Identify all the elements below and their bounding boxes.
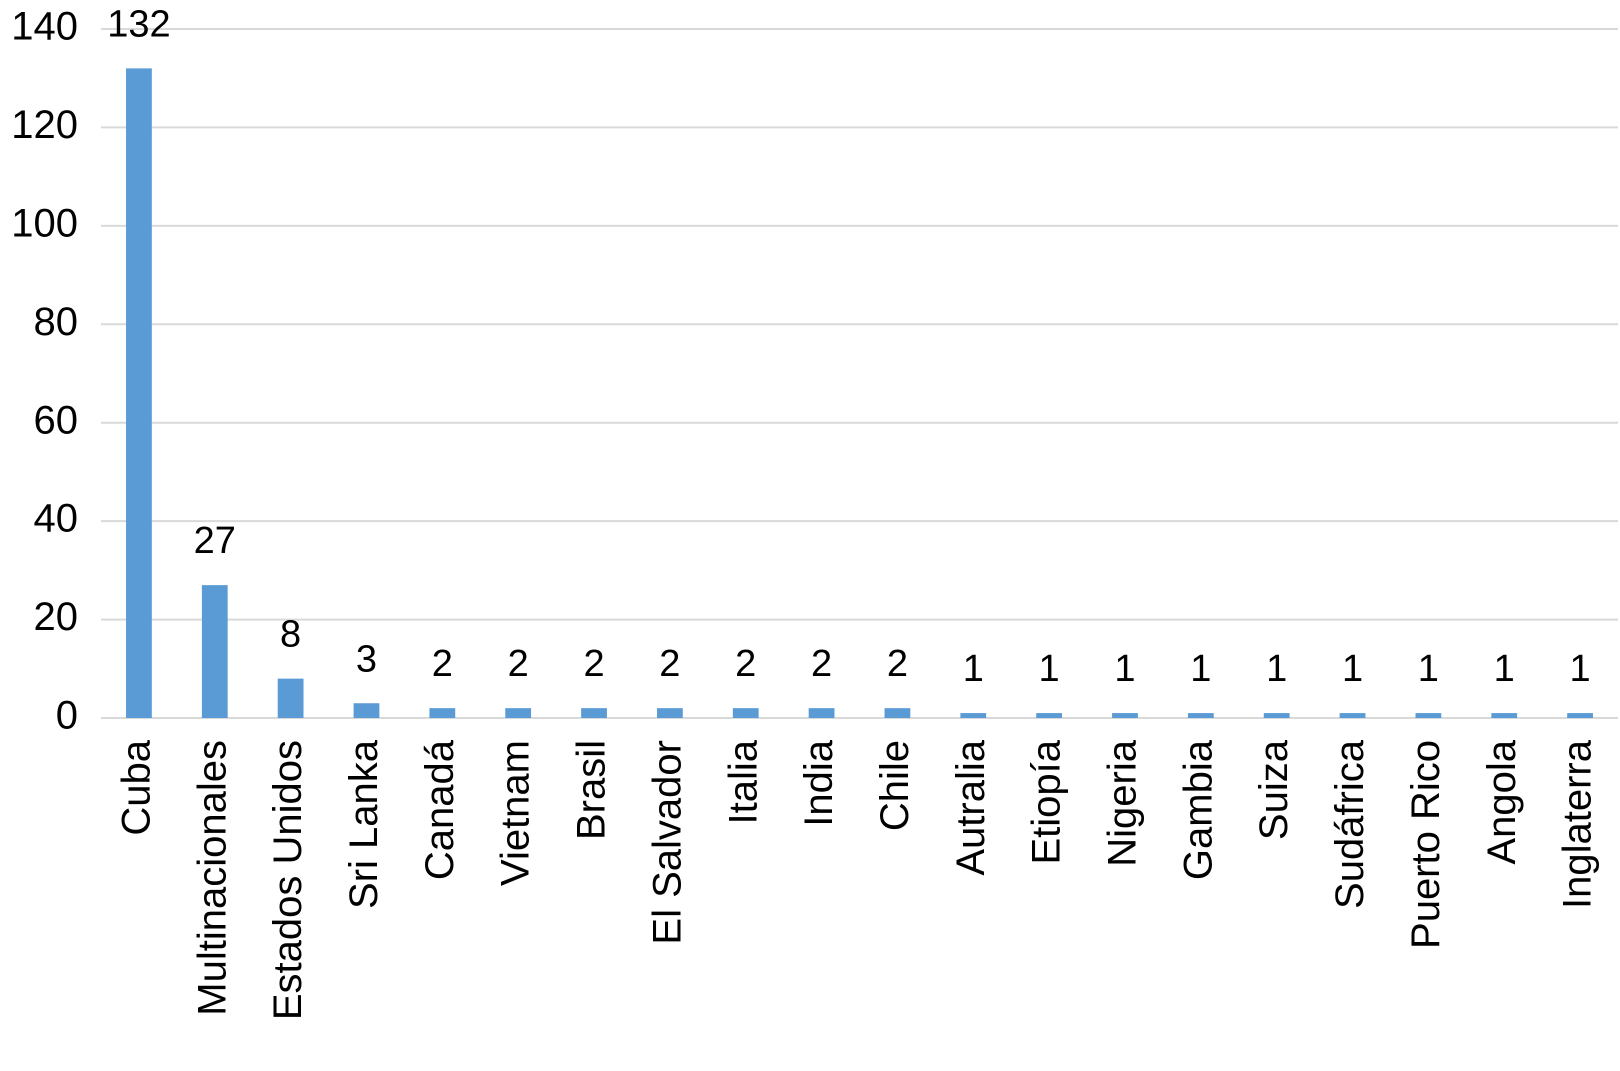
x-tick-label: Nigeria [1101, 739, 1145, 866]
x-tick-label: Chile [873, 740, 917, 831]
data-label: 1 [1114, 648, 1135, 690]
bar [1491, 713, 1518, 718]
data-label: 2 [735, 643, 756, 685]
y-tick-label: 60 [34, 398, 79, 442]
data-label: 2 [508, 643, 529, 685]
y-tick-label: 100 [11, 201, 78, 245]
bar [201, 585, 228, 718]
x-tick-label: El Salvador [645, 740, 689, 945]
data-label: 27 [194, 520, 236, 562]
data-label: 1 [1342, 648, 1363, 690]
y-tick-label: 80 [34, 300, 79, 344]
data-label: 1 [1570, 648, 1591, 690]
data-label: 132 [107, 3, 170, 45]
bar [808, 708, 835, 718]
x-tick-label: Italia [721, 739, 765, 824]
y-tick-label: 120 [11, 103, 78, 147]
y-tick-label: 0 [56, 694, 78, 738]
bar [429, 708, 456, 718]
x-tick-label: Gambia [1176, 739, 1220, 880]
x-tick-label: Brasil [570, 740, 614, 840]
x-tick-label: Puerto Rico [1404, 740, 1448, 949]
data-label: 1 [1190, 648, 1211, 690]
data-label: 2 [811, 643, 832, 685]
y-tick-label: 40 [34, 497, 79, 541]
data-label: 2 [659, 643, 680, 685]
x-tick-label: Sri Lanka [342, 739, 386, 909]
x-tick-label: India [797, 739, 841, 826]
x-tick-label: Autralia [949, 739, 993, 875]
x-tick-label: Inglaterra [1556, 739, 1600, 909]
x-tick-label: Angola [1480, 739, 1524, 864]
bar [353, 703, 380, 718]
data-label: 1 [1494, 648, 1515, 690]
bar [1263, 713, 1290, 718]
x-tick-label: Cuba [114, 739, 158, 835]
x-tick-label: Vietnam [494, 740, 538, 886]
data-label: 3 [356, 638, 377, 680]
bar [732, 708, 759, 718]
x-tick-label: Suiza [1252, 739, 1296, 840]
bar [1415, 713, 1442, 718]
y-tick-label: 20 [34, 595, 79, 639]
bar [505, 708, 532, 718]
bar [1112, 713, 1138, 718]
data-label: 1 [1418, 648, 1439, 690]
bar [581, 708, 607, 718]
bar [277, 678, 304, 718]
data-label: 2 [583, 643, 604, 685]
bar [1187, 713, 1214, 718]
bar [1339, 713, 1366, 718]
x-tick-label: Multinacionales [190, 740, 234, 1016]
data-label: 2 [432, 643, 453, 685]
data-label: 2 [887, 643, 908, 685]
x-tick-label: Canadá [418, 739, 462, 880]
bar [1567, 713, 1593, 718]
bar [960, 713, 987, 718]
x-tick-label: Sudáfrica [1328, 739, 1372, 909]
bar [884, 708, 911, 718]
data-label: 8 [280, 614, 301, 656]
bar [1036, 713, 1063, 718]
x-tick-label: Estados Unidos [266, 740, 310, 1020]
x-tick-label: Etiopía [1025, 739, 1069, 864]
y-tick-label: 140 [11, 5, 78, 49]
data-label: 1 [1039, 648, 1060, 690]
data-label: 1 [1266, 648, 1287, 690]
bar [656, 708, 683, 718]
data-label: 1 [963, 648, 984, 690]
bar [126, 68, 152, 718]
